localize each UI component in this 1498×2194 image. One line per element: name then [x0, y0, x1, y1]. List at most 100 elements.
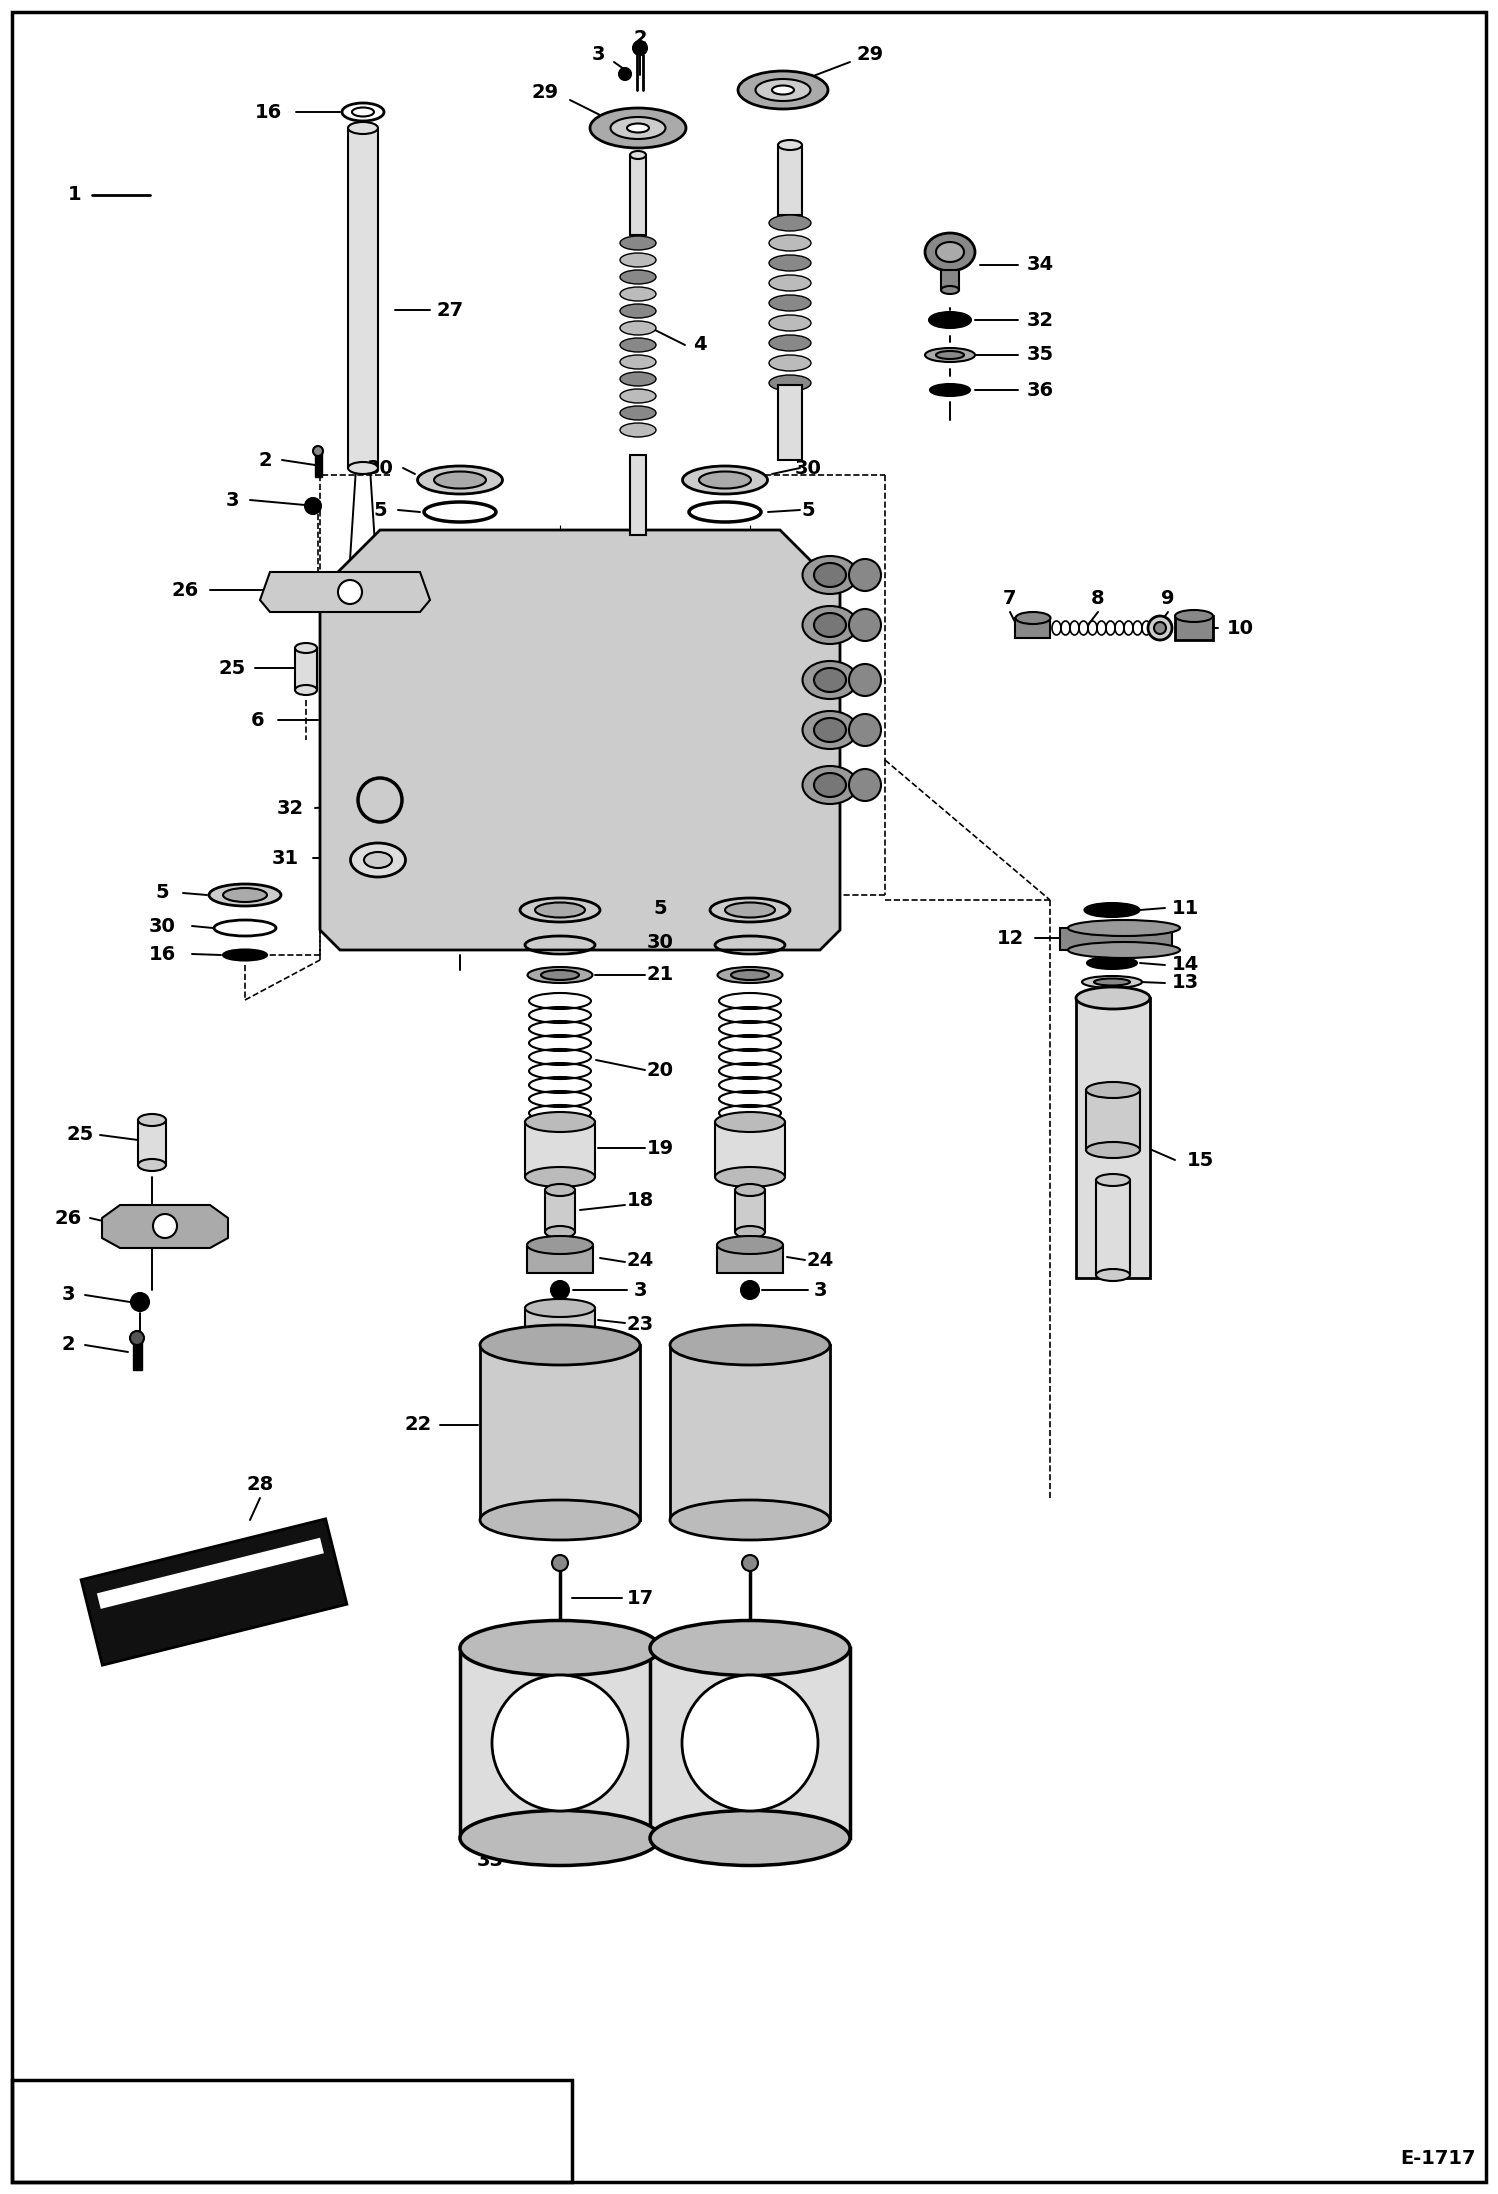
Bar [479, 1345, 640, 1520]
Text: 17: 17 [626, 1588, 653, 1608]
Ellipse shape [768, 255, 810, 272]
Ellipse shape [803, 766, 857, 803]
Ellipse shape [813, 717, 846, 742]
Text: NOTE: See Serviceletter dated 5 Jan. 87: NOTE: See Serviceletter dated 5 Jan. 87 [22, 2122, 490, 2141]
Text: 20: 20 [647, 1060, 674, 1079]
Circle shape [1147, 617, 1171, 641]
Ellipse shape [1086, 1143, 1140, 1158]
Text: 2: 2 [61, 1336, 75, 1354]
Ellipse shape [803, 555, 857, 595]
Bar [631, 454, 646, 535]
Circle shape [1153, 623, 1165, 634]
Ellipse shape [718, 968, 782, 983]
Ellipse shape [524, 1112, 595, 1132]
Ellipse shape [611, 116, 665, 138]
Ellipse shape [590, 108, 686, 147]
Ellipse shape [1086, 1082, 1140, 1097]
Ellipse shape [715, 1167, 785, 1187]
Ellipse shape [524, 1167, 595, 1187]
Bar [295, 647, 318, 689]
Bar [650, 1648, 849, 1839]
Circle shape [551, 1281, 569, 1299]
Ellipse shape [460, 1621, 661, 1676]
Ellipse shape [700, 472, 750, 489]
Ellipse shape [1094, 979, 1129, 985]
Text: 2: 2 [634, 29, 647, 48]
Bar [1086, 1090, 1140, 1150]
Text: 3: 3 [61, 1286, 75, 1305]
Ellipse shape [348, 463, 377, 474]
Ellipse shape [670, 1325, 830, 1365]
Bar [1016, 619, 1050, 638]
Polygon shape [321, 531, 840, 950]
Text: 19: 19 [647, 1139, 674, 1158]
Ellipse shape [1097, 1174, 1129, 1187]
Ellipse shape [768, 294, 810, 312]
Bar [1097, 1180, 1129, 1275]
Ellipse shape [520, 897, 601, 921]
Ellipse shape [460, 1810, 661, 1865]
Text: 2: 2 [258, 450, 271, 470]
Bar [715, 1121, 785, 1176]
Text: 25: 25 [66, 1126, 93, 1145]
Text: 24: 24 [626, 1251, 653, 1270]
Ellipse shape [295, 685, 318, 695]
Ellipse shape [768, 336, 810, 351]
Text: 16: 16 [148, 943, 175, 963]
Text: 3: 3 [813, 1281, 827, 1299]
Ellipse shape [710, 897, 789, 921]
Text: 5: 5 [801, 500, 815, 520]
Ellipse shape [768, 316, 810, 331]
Ellipse shape [803, 711, 857, 748]
Text: 13: 13 [1171, 974, 1198, 992]
Text: 36: 36 [1026, 380, 1053, 399]
Ellipse shape [527, 968, 593, 983]
Bar [1076, 998, 1150, 1277]
Bar [12, 2080, 572, 2183]
Ellipse shape [352, 108, 374, 116]
Ellipse shape [620, 287, 656, 301]
Ellipse shape [768, 235, 810, 250]
Ellipse shape [223, 889, 267, 902]
Circle shape [551, 1556, 568, 1571]
Ellipse shape [620, 320, 656, 336]
Circle shape [849, 713, 881, 746]
Text: 29: 29 [857, 46, 884, 64]
Ellipse shape [755, 79, 810, 101]
Ellipse shape [650, 1621, 849, 1676]
Text: 34: 34 [1026, 255, 1053, 274]
Text: 7: 7 [1004, 588, 1017, 608]
Text: 3: 3 [225, 491, 238, 509]
Circle shape [306, 498, 321, 513]
Ellipse shape [1076, 987, 1150, 1009]
Ellipse shape [351, 842, 406, 878]
Ellipse shape [1068, 941, 1180, 959]
Text: 11: 11 [1171, 900, 1198, 917]
Text: 18: 18 [626, 1191, 653, 1209]
Ellipse shape [620, 338, 656, 351]
Text: 5: 5 [653, 900, 667, 917]
Text: 9: 9 [1161, 588, 1174, 608]
Ellipse shape [803, 660, 857, 700]
Text: 35: 35 [1026, 344, 1053, 364]
Ellipse shape [545, 1226, 575, 1237]
Bar [133, 1341, 142, 1369]
Ellipse shape [650, 1810, 849, 1865]
Ellipse shape [736, 1185, 765, 1196]
Ellipse shape [628, 123, 649, 132]
Ellipse shape [731, 970, 768, 981]
Polygon shape [102, 1205, 228, 1248]
Polygon shape [261, 573, 430, 612]
Ellipse shape [545, 1185, 575, 1196]
Bar [527, 1244, 593, 1273]
Text: 26: 26 [171, 581, 199, 599]
Ellipse shape [479, 1501, 640, 1540]
Ellipse shape [1085, 904, 1140, 917]
Text: 26: 26 [54, 1209, 81, 1226]
Circle shape [849, 610, 881, 641]
Ellipse shape [777, 140, 801, 149]
Text: 3: 3 [592, 46, 605, 64]
Text: 23: 23 [626, 1316, 653, 1334]
Circle shape [742, 1556, 758, 1571]
Bar [315, 452, 322, 476]
